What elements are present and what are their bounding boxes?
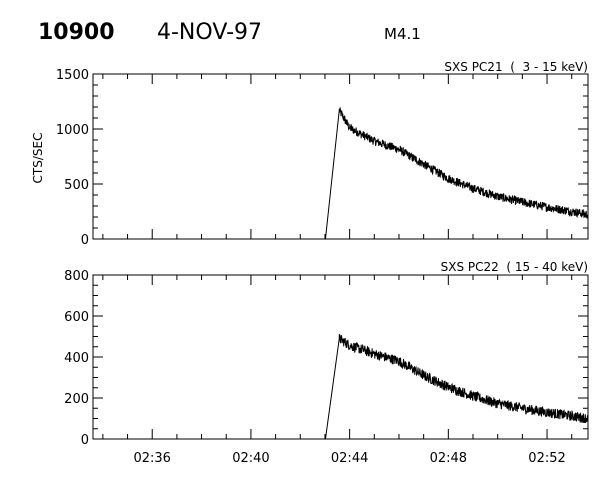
date-label: 4-NOV-97: [157, 20, 262, 45]
light-curve-line: [93, 334, 589, 440]
y-tick-label: 200: [64, 392, 89, 407]
flare-class: M4.1: [384, 25, 421, 43]
y-tick-label: 400: [64, 351, 89, 366]
panel-pc21: SXS PC21 ( 3 - 15 keV) CTS/SEC 0 500 1000 1…: [31, 60, 589, 248]
y-tick-label: 1500: [56, 68, 89, 83]
plot-frame: [92, 73, 589, 240]
region-number: 10900: [38, 20, 115, 45]
y-tick-label: 0: [81, 233, 89, 248]
y-tick-label: 0: [81, 433, 89, 448]
y-tick-label: 600: [64, 310, 89, 325]
y-tick-label: 1000: [56, 123, 89, 138]
y-axis-label: CTS/SEC: [31, 133, 45, 184]
x-tick-label: 02:36: [133, 451, 170, 466]
y-tick-label: 500: [64, 178, 89, 193]
plot-frame: [92, 274, 589, 440]
x-tick-label: 02:44: [331, 451, 368, 466]
panel-title-pc21: SXS PC21 ( 3 - 15 keV): [444, 60, 588, 74]
panel-pc22: SXS PC22 ( 15 - 40 keV) 0 200 400 600 800 02:…: [64, 260, 589, 466]
x-tick-label: 02:52: [528, 451, 565, 466]
x-tick-label: 02:48: [430, 451, 467, 466]
x-tick-label: 02:40: [232, 451, 269, 466]
y-tick-label: 800: [64, 269, 89, 284]
light-curve-line: [93, 107, 589, 240]
panel-title-pc22: SXS PC22 ( 15 - 40 keV): [441, 260, 588, 274]
